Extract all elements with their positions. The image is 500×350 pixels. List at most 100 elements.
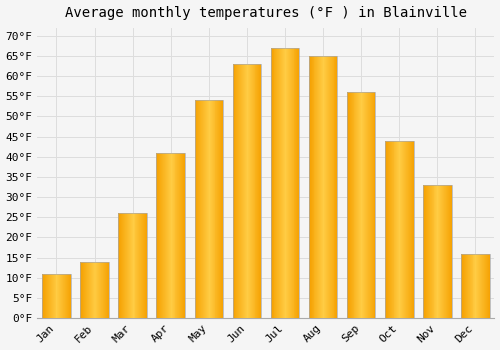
Bar bbox=[364, 92, 365, 318]
Bar bbox=[288, 48, 289, 318]
Bar bbox=[270, 48, 272, 318]
Bar bbox=[163, 153, 164, 318]
Bar bbox=[478, 254, 479, 318]
Bar bbox=[400, 141, 401, 318]
Bar bbox=[84, 262, 85, 318]
Bar bbox=[60, 274, 61, 318]
Bar bbox=[200, 100, 201, 318]
Bar bbox=[330, 56, 332, 318]
Bar bbox=[61, 274, 62, 318]
Bar bbox=[282, 48, 283, 318]
Bar bbox=[232, 64, 261, 318]
Bar bbox=[409, 141, 410, 318]
Bar bbox=[164, 153, 165, 318]
Bar bbox=[118, 213, 120, 318]
Bar bbox=[318, 56, 320, 318]
Bar bbox=[121, 213, 122, 318]
Bar bbox=[210, 100, 212, 318]
Bar bbox=[298, 48, 300, 318]
Bar bbox=[294, 48, 296, 318]
Bar bbox=[169, 153, 170, 318]
Bar bbox=[87, 262, 88, 318]
Bar bbox=[183, 153, 184, 318]
Bar bbox=[286, 48, 287, 318]
Bar bbox=[461, 254, 490, 318]
Bar bbox=[234, 64, 236, 318]
Bar bbox=[352, 92, 354, 318]
Bar bbox=[170, 153, 172, 318]
Bar bbox=[88, 262, 89, 318]
Bar bbox=[321, 56, 322, 318]
Bar bbox=[314, 56, 316, 318]
Bar bbox=[287, 48, 288, 318]
Title: Average monthly temperatures (°F ) in Blainville: Average monthly temperatures (°F ) in Bl… bbox=[65, 6, 467, 20]
Bar bbox=[178, 153, 180, 318]
Bar bbox=[368, 92, 369, 318]
Bar bbox=[65, 274, 66, 318]
Bar bbox=[105, 262, 106, 318]
Bar bbox=[310, 56, 312, 318]
Bar bbox=[209, 100, 210, 318]
Bar bbox=[161, 153, 162, 318]
Bar bbox=[370, 92, 372, 318]
Bar bbox=[385, 141, 386, 318]
Bar bbox=[90, 262, 92, 318]
Bar bbox=[408, 141, 409, 318]
Bar bbox=[474, 254, 476, 318]
Bar bbox=[347, 92, 376, 318]
Bar bbox=[410, 141, 412, 318]
Bar bbox=[360, 92, 361, 318]
Bar bbox=[118, 213, 147, 318]
Bar bbox=[320, 56, 321, 318]
Bar bbox=[122, 213, 123, 318]
Bar bbox=[98, 262, 100, 318]
Bar bbox=[158, 153, 160, 318]
Bar bbox=[436, 185, 438, 318]
Bar bbox=[82, 262, 83, 318]
Bar bbox=[448, 185, 450, 318]
Bar bbox=[238, 64, 240, 318]
Bar bbox=[447, 185, 448, 318]
Bar bbox=[423, 185, 424, 318]
Bar bbox=[46, 274, 47, 318]
Bar bbox=[89, 262, 90, 318]
Bar bbox=[463, 254, 464, 318]
Bar bbox=[83, 262, 84, 318]
Bar bbox=[390, 141, 392, 318]
Bar bbox=[165, 153, 166, 318]
Bar bbox=[42, 274, 70, 318]
Bar bbox=[247, 64, 248, 318]
Bar bbox=[252, 64, 254, 318]
Bar bbox=[143, 213, 144, 318]
Bar bbox=[363, 92, 364, 318]
Bar bbox=[439, 185, 440, 318]
Bar bbox=[62, 274, 63, 318]
Bar bbox=[208, 100, 209, 318]
Bar bbox=[123, 213, 124, 318]
Bar bbox=[423, 185, 452, 318]
Bar bbox=[482, 254, 483, 318]
Bar bbox=[198, 100, 200, 318]
Bar bbox=[354, 92, 356, 318]
Bar bbox=[399, 141, 400, 318]
Bar bbox=[326, 56, 327, 318]
Bar bbox=[145, 213, 146, 318]
Bar bbox=[136, 213, 138, 318]
Bar bbox=[309, 56, 338, 318]
Bar bbox=[94, 262, 96, 318]
Bar bbox=[428, 185, 430, 318]
Bar bbox=[283, 48, 284, 318]
Bar bbox=[146, 213, 147, 318]
Bar bbox=[92, 262, 94, 318]
Bar bbox=[108, 262, 109, 318]
Bar bbox=[480, 254, 481, 318]
Bar bbox=[359, 92, 360, 318]
Bar bbox=[322, 56, 323, 318]
Bar bbox=[100, 262, 101, 318]
Bar bbox=[487, 254, 488, 318]
Bar bbox=[129, 213, 130, 318]
Bar bbox=[45, 274, 46, 318]
Bar bbox=[290, 48, 292, 318]
Bar bbox=[270, 48, 300, 318]
Bar bbox=[392, 141, 394, 318]
